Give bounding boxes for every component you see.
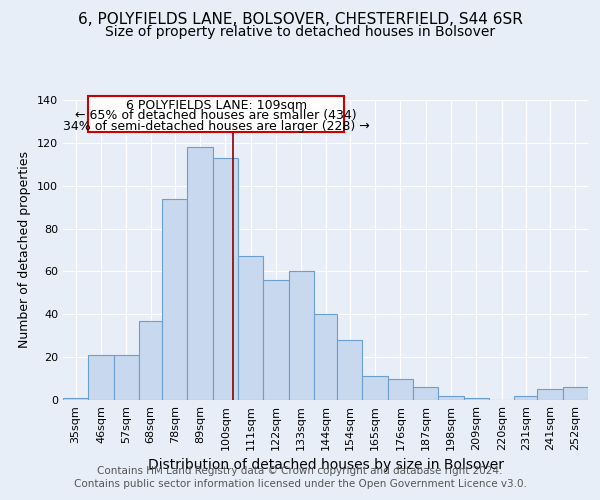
Bar (113, 355, 139, 400)
Bar (314, 314, 337, 400)
Bar (289, 272, 314, 400)
Bar (538, 390, 563, 400)
Text: Contains HM Land Registry data © Crown copyright and database right 2024.: Contains HM Land Registry data © Crown c… (97, 466, 503, 476)
Bar (439, 396, 464, 400)
Text: Contains public sector information licensed under the Open Government Licence v3: Contains public sector information licen… (74, 479, 526, 489)
Bar (162, 198, 187, 400)
Text: Size of property relative to detached houses in Bolsover: Size of property relative to detached ho… (105, 25, 495, 39)
Bar (187, 147, 212, 400)
Bar (88, 355, 113, 400)
Bar (464, 398, 489, 400)
Bar (63, 398, 88, 400)
Bar (388, 378, 413, 400)
Text: 34% of semi-detached houses are larger (228) →: 34% of semi-detached houses are larger (… (63, 120, 370, 132)
Bar (563, 387, 588, 400)
Bar (514, 396, 538, 400)
Bar (212, 158, 238, 400)
Bar (238, 256, 263, 400)
Bar (337, 340, 362, 400)
Text: 6 POLYFIELDS LANE: 109sqm: 6 POLYFIELDS LANE: 109sqm (125, 98, 307, 112)
Bar (263, 280, 289, 400)
X-axis label: Distribution of detached houses by size in Bolsover: Distribution of detached houses by size … (148, 458, 503, 472)
Bar (139, 320, 162, 400)
Bar (413, 387, 439, 400)
Text: 6, POLYFIELDS LANE, BOLSOVER, CHESTERFIELD, S44 6SR: 6, POLYFIELDS LANE, BOLSOVER, CHESTERFIE… (77, 12, 523, 28)
Bar (362, 376, 388, 400)
Y-axis label: Number of detached properties: Number of detached properties (19, 152, 31, 348)
Text: ← 65% of detached houses are smaller (434): ← 65% of detached houses are smaller (43… (76, 109, 357, 122)
